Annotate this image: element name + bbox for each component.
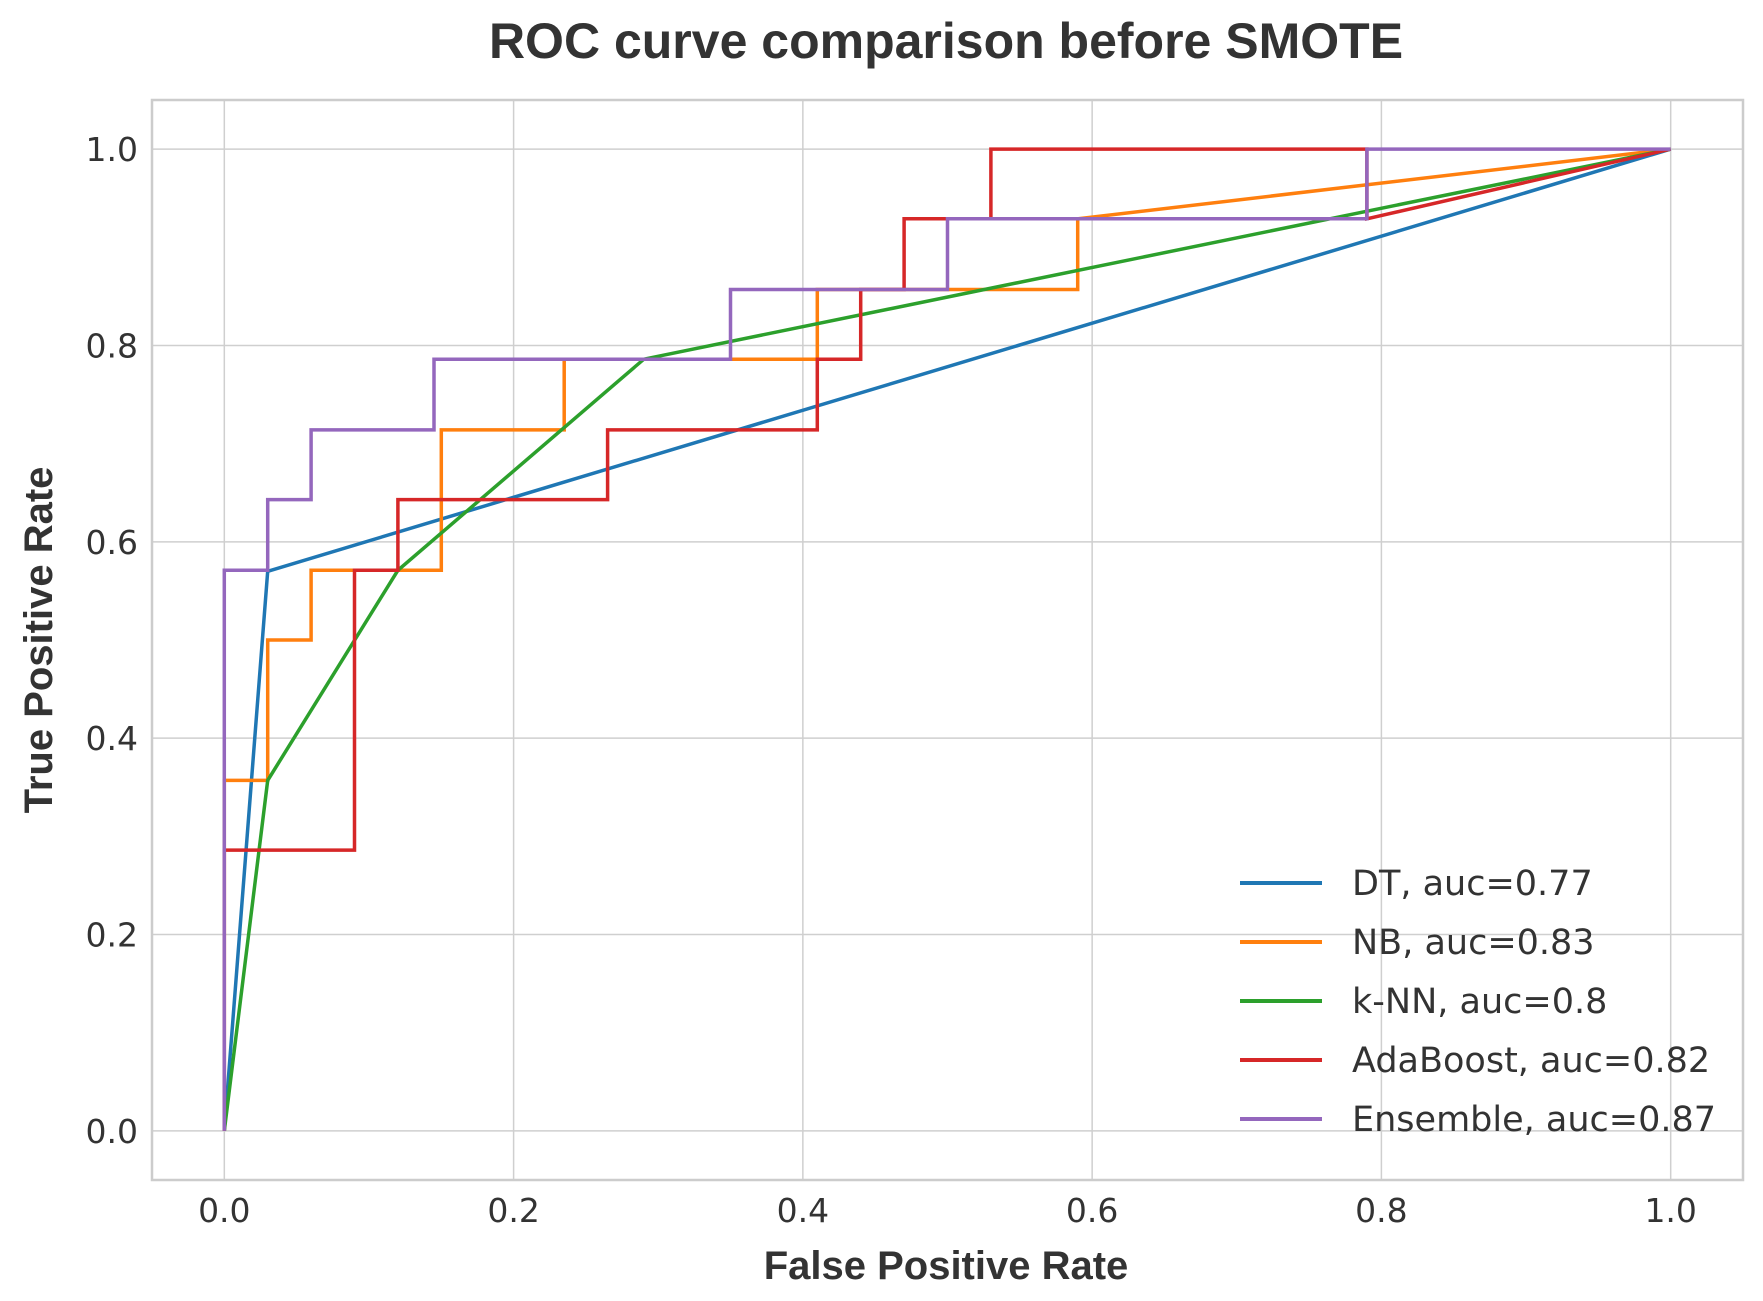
x-tick-label: 0.0 — [198, 1191, 250, 1230]
legend-label: DT, auc=0.77 — [1352, 864, 1593, 904]
legend: DT, auc=0.77 NB, auc=0.83 k-NN, auc=0.8 Ada… — [1240, 864, 1716, 1140]
y-tick-label: 0.0 — [86, 1112, 138, 1151]
x-tick-label: 0.4 — [777, 1191, 829, 1230]
legend-label: Ensemble, auc=0.87 — [1352, 1100, 1716, 1140]
y-tick-label: 0.4 — [86, 719, 138, 758]
plot-frame — [150, 98, 1745, 1182]
y-tick-labels: 0.0 0.2 0.4 0.6 0.8 1.0 — [86, 130, 138, 1151]
x-tick-label: 0.8 — [1355, 1191, 1407, 1230]
series-line-3 — [222, 147, 1672, 1131]
legend-label: k-NN, auc=0.8 — [1352, 982, 1607, 1022]
x-tick-labels: 0.0 0.2 0.4 0.6 0.8 1.0 — [198, 1191, 1697, 1230]
x-tick-label: 0.2 — [487, 1191, 539, 1230]
grid — [152, 100, 1743, 1180]
legend-label: NB, auc=0.83 — [1352, 923, 1595, 963]
y-tick-label: 0.6 — [86, 523, 138, 562]
x-axis-label: False Positive Rate — [764, 1244, 1129, 1288]
y-axis-label: True Positive Rate — [17, 467, 61, 814]
series-line-4 — [222, 147, 1671, 1131]
x-tick-label: 1.0 — [1644, 1191, 1696, 1230]
legend-label: AdaBoost, auc=0.82 — [1352, 1041, 1710, 1081]
series-layer — [222, 147, 1672, 1132]
y-tick-label: 0.2 — [86, 916, 138, 955]
y-tick-label: 1.0 — [86, 130, 138, 169]
x-tick-label: 0.6 — [1066, 1191, 1118, 1230]
y-tick-label: 0.8 — [86, 326, 138, 365]
chart-title: ROC curve comparison before SMOTE — [489, 13, 1403, 69]
